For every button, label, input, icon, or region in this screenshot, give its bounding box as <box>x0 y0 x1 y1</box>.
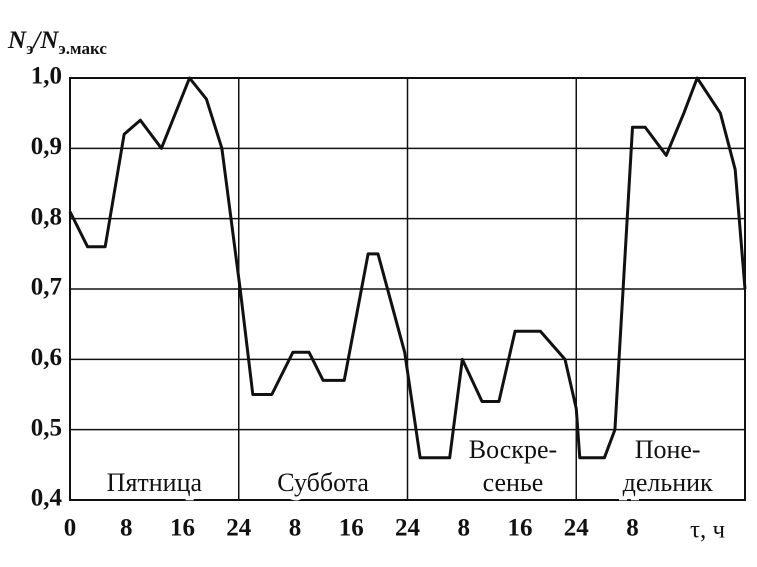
x-tick-label: 24 <box>564 515 590 542</box>
day-label: дельник <box>623 468 713 497</box>
x-tick-label: 24 <box>226 515 252 542</box>
day-label: Воскре- <box>469 435 557 464</box>
y-tick-label: 0,5 <box>31 414 62 441</box>
y-tick-label: 1,0 <box>31 63 62 90</box>
day-label: сенье <box>483 468 544 497</box>
day-label: Поне- <box>635 435 701 464</box>
x-tick-label: 8 <box>458 515 471 542</box>
x-tick-label: 8 <box>289 515 302 542</box>
y-axis-label: Nэ/Nэ.макс <box>7 27 107 58</box>
x-tick-label: 8 <box>626 515 639 542</box>
x-tick-label: 24 <box>395 515 421 542</box>
data-line <box>68 76 747 460</box>
x-tick-label: 8 <box>120 515 133 542</box>
y-tick-label: 0,4 <box>31 485 63 512</box>
x-tick-label: 16 <box>170 515 195 542</box>
x-tick-label: 16 <box>339 515 364 542</box>
y-tick-label: 0,9 <box>31 133 62 160</box>
day-label: Суббота <box>277 468 369 497</box>
x-tick-label: 16 <box>508 515 533 542</box>
x-tick-label: 0 <box>64 515 77 542</box>
y-label-part: э <box>26 39 33 58</box>
y-label-part: /N <box>31 27 59 54</box>
y-tick-label: 0,6 <box>31 344 62 371</box>
y-label-part: N <box>7 27 27 54</box>
y-tick-label: 0,8 <box>31 203 62 230</box>
y-label-part: э.макс <box>58 39 107 58</box>
x-axis-label: τ, ч <box>690 517 725 544</box>
y-tick-label: 0,7 <box>31 274 62 301</box>
day-label: Пятница <box>107 468 203 497</box>
